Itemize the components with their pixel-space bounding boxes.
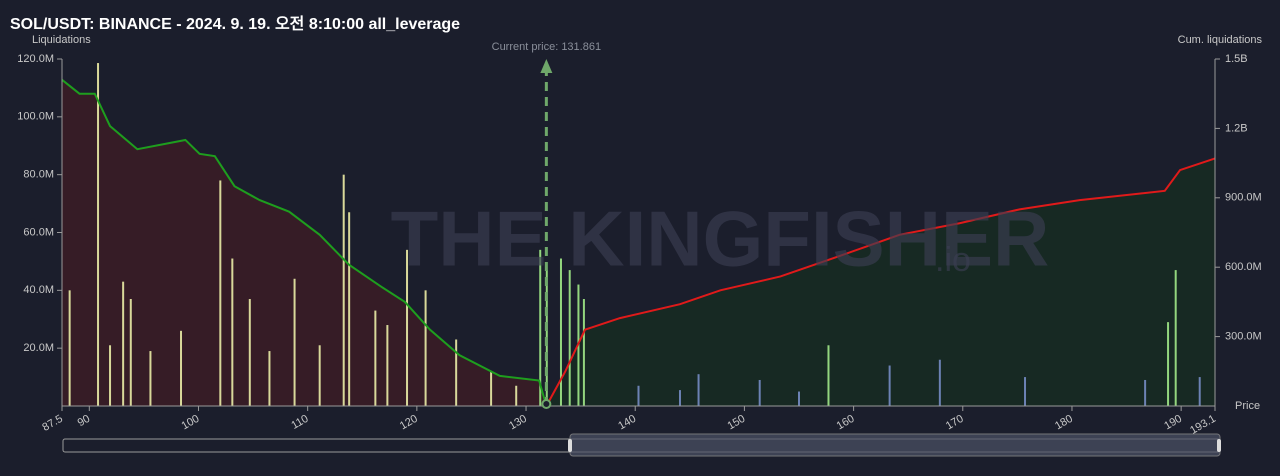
- chart-title: SOL/USDT: BINANCE - 2024. 9. 19. 오전 8:10…: [10, 15, 460, 33]
- bar: [219, 180, 222, 406]
- bar: [888, 365, 891, 406]
- bar: [539, 249, 542, 406]
- bar: [180, 330, 183, 406]
- line: [61, 79, 548, 407]
- bar: [129, 299, 132, 406]
- bar: [1167, 322, 1170, 406]
- bar: [697, 374, 700, 406]
- bar: [559, 258, 562, 406]
- bar: [231, 258, 234, 406]
- bar: [342, 174, 345, 406]
- y2-tick-label: 300.0M: [1225, 331, 1262, 343]
- y2-tick-label: 1.5B: [1225, 53, 1248, 65]
- bar: [1144, 379, 1147, 406]
- bar: [455, 339, 458, 406]
- area: [62, 79, 547, 406]
- watermark: THE KINGFISHER: [391, 195, 1050, 283]
- bar: [374, 310, 377, 406]
- y2-tick-label: 1.2B: [1225, 122, 1248, 134]
- line: [545, 157, 1216, 407]
- current-price-dot: [541, 399, 552, 409]
- x-axis-label: Price: [1235, 400, 1260, 412]
- watermark-suffix: .io: [935, 241, 971, 279]
- y-tick-label: 40.0M: [23, 284, 54, 296]
- bar: [637, 385, 640, 406]
- y2-axis-label: Cum. liquidations: [1178, 34, 1263, 46]
- y-axis-label: Liquidations: [32, 34, 91, 46]
- bar: [938, 359, 941, 406]
- bar: [109, 345, 112, 406]
- y-tick-label: 100.0M: [17, 111, 54, 123]
- bar: [97, 63, 100, 406]
- scroll-handle[interactable]: [1217, 439, 1221, 452]
- y2-tick-label: 900.0M: [1225, 192, 1262, 204]
- bar: [827, 345, 830, 406]
- bar: [318, 345, 321, 406]
- bar: [582, 299, 585, 406]
- bar: [515, 385, 518, 406]
- bar: [798, 391, 801, 406]
- bar: [678, 390, 681, 406]
- current-price-label: Current price: 131.861: [492, 41, 601, 53]
- bar: [268, 351, 271, 406]
- bar: [406, 249, 409, 406]
- y-tick-label: 80.0M: [23, 169, 54, 181]
- y2-tick-label: 600.0M: [1225, 261, 1262, 273]
- bar: [490, 371, 493, 406]
- scroll-thumb[interactable]: [569, 433, 1221, 457]
- bar: [149, 351, 152, 406]
- area: [546, 158, 1215, 406]
- bar: [68, 290, 71, 406]
- bar: [122, 281, 125, 406]
- bar: [424, 290, 427, 406]
- bar: [758, 379, 761, 406]
- y-tick-label: 20.0M: [23, 342, 54, 354]
- current-price-arrow: [540, 59, 553, 73]
- bar: [248, 299, 251, 406]
- y-tick-label: 60.0M: [23, 226, 54, 238]
- bar: [293, 278, 296, 406]
- scroll-handle[interactable]: [568, 439, 572, 452]
- plot: 20.0M 40.0M 60.0M 80.0M 100.0M 120.0M 300.0M 60…: [17, 53, 1261, 437]
- bar: [348, 212, 351, 406]
- bar: [568, 270, 571, 406]
- scrollbar[interactable]: [62, 433, 1221, 457]
- y-tick-label: 120.0M: [17, 53, 54, 65]
- bar: [1198, 377, 1201, 406]
- bar: [1024, 377, 1027, 406]
- x-tick-label: 90: [76, 413, 93, 430]
- bar: [386, 325, 389, 406]
- bar: [1174, 270, 1177, 406]
